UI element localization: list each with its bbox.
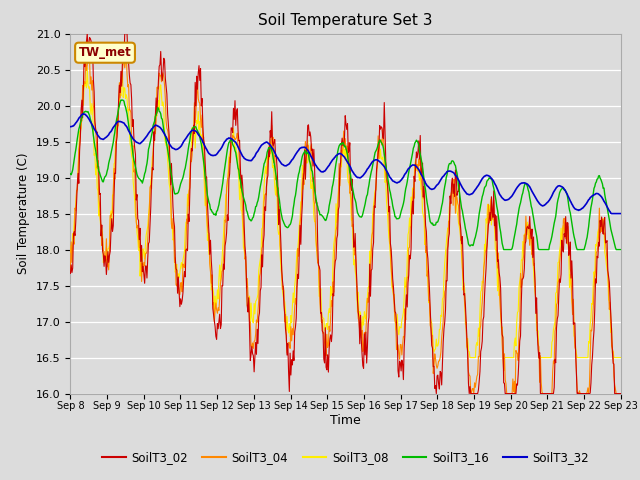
Text: TW_met: TW_met (79, 46, 131, 59)
Title: Soil Temperature Set 3: Soil Temperature Set 3 (259, 13, 433, 28)
Y-axis label: Soil Temperature (C): Soil Temperature (C) (17, 153, 30, 275)
X-axis label: Time: Time (330, 414, 361, 427)
Legend: SoilT3_02, SoilT3_04, SoilT3_08, SoilT3_16, SoilT3_32: SoilT3_02, SoilT3_04, SoilT3_08, SoilT3_… (97, 446, 594, 469)
